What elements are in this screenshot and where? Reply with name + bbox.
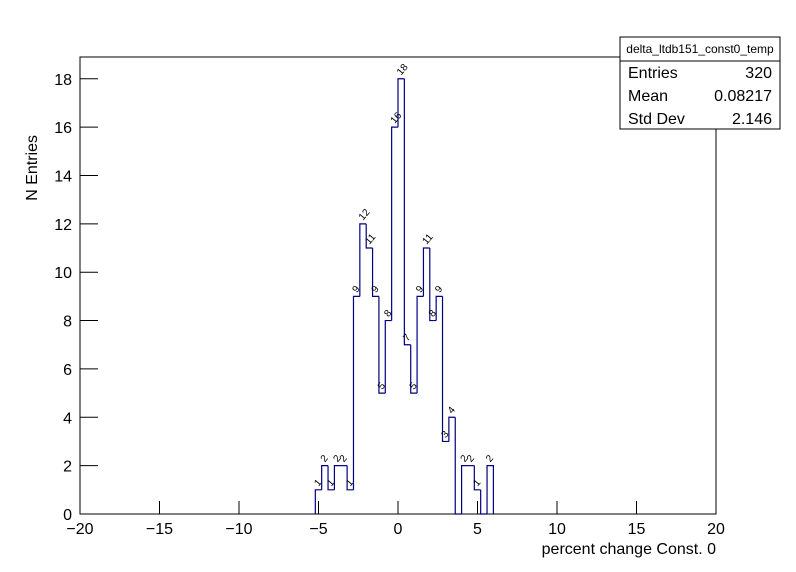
x-tick-label: 0 — [394, 521, 403, 538]
stats-value: 0.08217 — [714, 88, 772, 105]
stats-value: 320 — [745, 65, 772, 82]
histogram-bin — [435, 295, 443, 321]
histogram-bin — [461, 465, 468, 514]
data-label: 1 — [344, 477, 356, 489]
data-label: 7 — [401, 332, 413, 344]
histogram-bin — [391, 126, 398, 321]
y-tick-label: 10 — [54, 265, 72, 282]
histogram-bin — [378, 296, 386, 394]
data-label: 2 — [459, 453, 471, 465]
stats-label: Mean — [628, 88, 668, 105]
histogram-bin — [371, 248, 379, 297]
stats-value: 2.146 — [732, 111, 772, 128]
y-tick-label: 12 — [54, 217, 72, 234]
x-tick-label: 20 — [707, 521, 725, 538]
histogram-bin — [454, 417, 462, 515]
data-label: 3 — [440, 429, 452, 441]
stats-label: Entries — [628, 65, 678, 82]
histogram-bin — [422, 247, 430, 297]
y-tick-label: 0 — [63, 507, 72, 524]
histogram-bin — [359, 223, 367, 297]
data-label: 4 — [446, 405, 458, 417]
data-label: 9 — [433, 284, 445, 296]
x-axis-label: percent change Const. 0 — [542, 541, 716, 558]
y-axis-label: N Entries — [24, 135, 41, 201]
data-label: 2 — [319, 453, 331, 465]
stats-title: delta_ltdb151_const0_temp — [626, 42, 774, 56]
data-label: 2 — [484, 453, 496, 465]
stats-frame — [619, 36, 781, 130]
histogram-bin — [384, 319, 392, 394]
histogram-bin — [346, 465, 354, 491]
data-label: 8 — [427, 308, 439, 320]
stats-label: Std Dev — [628, 111, 685, 128]
histogram-bin — [480, 489, 488, 515]
data-label: 1 — [325, 477, 337, 489]
x-tick-label: −10 — [225, 521, 252, 538]
y-tick-label: 2 — [63, 459, 72, 476]
histogram-bin — [352, 295, 360, 490]
y-tick-label: 8 — [63, 314, 72, 331]
x-tick-label: 15 — [628, 521, 646, 538]
histogram-bin — [314, 489, 322, 514]
data-label: 5 — [408, 380, 420, 392]
x-tick-label: −15 — [146, 521, 173, 538]
y-tick-label: 6 — [63, 362, 72, 379]
histogram-bin — [403, 78, 411, 346]
data-label: 2 — [465, 453, 477, 465]
histogram-bin — [397, 78, 405, 128]
y-tick-label: 4 — [63, 410, 72, 427]
x-tick-label: −5 — [309, 521, 327, 538]
x-tick-label: 10 — [548, 521, 566, 538]
histogram-bin — [473, 465, 481, 491]
x-tick-label: −20 — [66, 521, 93, 538]
data-label: 2 — [331, 453, 343, 465]
data-label: 9 — [351, 284, 363, 296]
y-tick-label: 14 — [54, 168, 72, 185]
stats-box: delta_ltdb151_const0_temp Entries 320 Me… — [619, 36, 781, 130]
histogram-bin — [333, 465, 341, 490]
y-tick-label: 18 — [54, 72, 72, 89]
histogram-bin — [448, 416, 456, 442]
histogram-bin — [321, 465, 329, 490]
x-tick-label: 5 — [473, 521, 482, 538]
histogram-bin — [441, 296, 449, 443]
data-label: 9 — [414, 284, 426, 296]
histogram-bin — [410, 344, 418, 394]
histogram-bin — [416, 295, 424, 394]
data-label: 1 — [312, 477, 324, 489]
data-label: 9 — [370, 284, 382, 296]
data-label: 5 — [376, 380, 388, 392]
histogram-bin — [365, 223, 373, 249]
histogram-bin — [486, 465, 494, 514]
data-label: 8 — [382, 308, 394, 320]
histogram-bin — [429, 248, 437, 322]
histogram-bin — [327, 465, 335, 491]
data-label: 1 — [471, 477, 483, 489]
y-tick-label: 16 — [54, 120, 72, 137]
data-label: 2 — [338, 453, 350, 465]
